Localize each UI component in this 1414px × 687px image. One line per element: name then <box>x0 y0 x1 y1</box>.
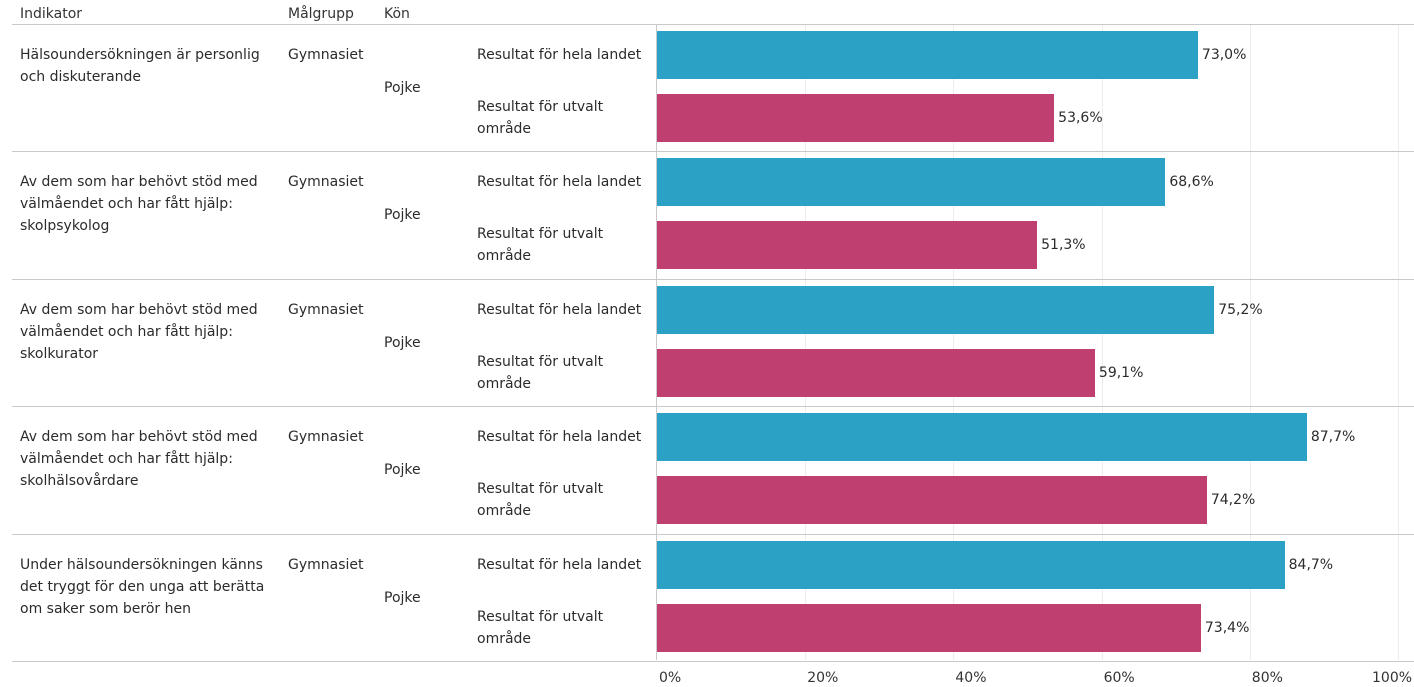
row-separator <box>12 278 1414 280</box>
header-indicator: Indikator <box>20 6 83 22</box>
x-gridline <box>1249 24 1251 660</box>
gender-label: Pojke <box>384 462 421 479</box>
bar-area <box>657 221 1038 270</box>
bar-value-label: 51,3% <box>1041 237 1086 254</box>
target-group-label: Gymnasiet <box>288 47 364 63</box>
series-label: Resultat för hela landet <box>477 301 642 318</box>
x-gridline <box>953 24 955 660</box>
x-gridline <box>805 24 807 660</box>
bar-national <box>657 285 1215 334</box>
x-axis-baseline <box>656 24 657 660</box>
bar-area <box>657 476 1207 525</box>
bar-national <box>657 31 1198 79</box>
row-separator <box>12 533 1414 535</box>
target-group-label: Gymnasiet <box>288 556 364 573</box>
header-gender: Kön <box>384 6 410 22</box>
series-label: Resultat för hela landet <box>477 47 642 63</box>
series-label: Resultat för utvalt område <box>477 608 604 647</box>
bar-national <box>657 540 1285 589</box>
series-label: Resultat för utvalt område <box>477 481 604 520</box>
target-group-label: Gymnasiet <box>288 174 364 191</box>
bar-value-label: 75,2% <box>1218 301 1263 318</box>
indicator-label: Av dem som har behövt stöd med välmående… <box>20 174 258 235</box>
series-label: Resultat för utvalt område <box>477 226 604 265</box>
series-label: Resultat för hela landet <box>477 556 642 573</box>
x-tick-label: 0% <box>659 670 682 686</box>
x-tick-label: 80% <box>1251 670 1283 686</box>
bar-value-label: 73,0% <box>1201 47 1247 63</box>
gender-label: Pojke <box>384 207 421 224</box>
series-label: Resultat för utvalt område <box>477 99 604 137</box>
header-target-group: Målgrupp <box>288 6 354 22</box>
indicator-label: Under hälsoundersökningen känns det tryg… <box>20 556 265 617</box>
gender-label: Pojke <box>384 589 421 606</box>
row-separator <box>12 24 1414 25</box>
series-label: Resultat för hela landet <box>477 174 642 191</box>
bar-national <box>657 158 1166 207</box>
bar-value-label: 59,1% <box>1098 364 1144 381</box>
row-separator <box>12 661 1414 662</box>
indicator-label: Av dem som har behövt stöd med välmående… <box>20 429 258 490</box>
x-gridline <box>1101 24 1103 660</box>
x-tick-label: 20% <box>807 670 839 686</box>
indicator-label: Hälsoundersökningen är personlig och dis… <box>20 47 260 85</box>
row-separator <box>12 151 1414 153</box>
row-separator <box>12 406 1414 408</box>
bar-area <box>657 603 1201 652</box>
series-label: Resultat för hela landet <box>477 429 642 446</box>
bar-value-label: 73,4% <box>1204 619 1250 636</box>
bar-value-label: 68,6% <box>1169 174 1214 191</box>
bar-value-label: 74,2% <box>1210 492 1256 509</box>
bar-area <box>657 348 1095 397</box>
bar-value-label: 53,6% <box>1058 110 1103 126</box>
bar-value-label: 87,7% <box>1310 429 1356 446</box>
target-group-label: Gymnasiet <box>288 429 364 446</box>
x-tick-label: 100% <box>1372 670 1413 686</box>
gender-label: Pojke <box>384 334 421 351</box>
target-group-label: Gymnasiet <box>288 301 364 318</box>
bar-value-label: 84,7% <box>1288 556 1334 573</box>
series-label: Resultat för utvalt område <box>477 353 604 392</box>
x-tick-label: 40% <box>955 670 987 686</box>
indicator-label: Av dem som har behövt stöd med välmående… <box>20 301 258 362</box>
bar-area <box>657 94 1055 142</box>
bar-national <box>657 413 1307 462</box>
gender-label: Pojke <box>384 80 421 96</box>
x-tick-label: 60% <box>1103 670 1135 686</box>
x-gridline <box>1398 24 1399 660</box>
